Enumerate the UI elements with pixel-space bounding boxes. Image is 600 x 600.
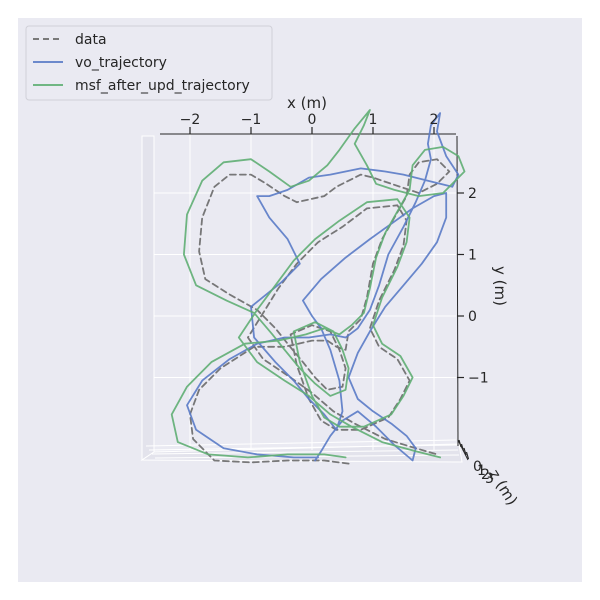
z-tick-label: 0 — [473, 459, 482, 475]
z-tick-label: 3 — [485, 471, 494, 487]
series-line-vo-trajectory — [186, 112, 460, 462]
x-tick-label: −1 — [241, 112, 262, 128]
z-tick-mark — [463, 447, 467, 456]
z-tick-label: 1 — [477, 463, 486, 479]
z-tick-mark — [458, 439, 462, 448]
x-tick-label: 1 — [369, 112, 378, 128]
legend: data vo_trajectory msf_after_upd_trajector… — [25, 25, 273, 101]
series-layer — [170, 109, 466, 465]
legend-label: msf_after_upd_trajectory — [75, 78, 250, 94]
y-axis-line — [456, 135, 459, 447]
y-tick-label: 2 — [468, 186, 477, 202]
series-line-msf-after-upd-trajectory — [170, 109, 466, 459]
z-tick-mark — [460, 443, 465, 452]
x-tick-label: 0 — [308, 112, 317, 128]
legend-frame — [25, 25, 273, 101]
axes-background — [18, 18, 582, 582]
y-tick-label: −1 — [468, 371, 489, 387]
x-tick-label: −2 — [180, 112, 201, 128]
x-axis-label: x (m) — [287, 94, 327, 112]
grid-line-z — [145, 439, 457, 447]
axis-lines — [160, 127, 470, 461]
x-tick-label: 2 — [430, 112, 439, 128]
grid-line-z — [151, 449, 459, 455]
left-pane — [141, 135, 155, 461]
legend-label: data — [75, 32, 107, 48]
z-tick-label: 2 — [481, 467, 490, 483]
z-tick-mark — [465, 451, 470, 460]
y-tick-label: 1 — [468, 248, 477, 264]
legend-label: vo_trajectory — [75, 55, 167, 71]
y-axis-label: y (m) — [491, 266, 509, 306]
series-line-data — [189, 158, 451, 465]
y-tick-label: 0 — [468, 309, 477, 325]
